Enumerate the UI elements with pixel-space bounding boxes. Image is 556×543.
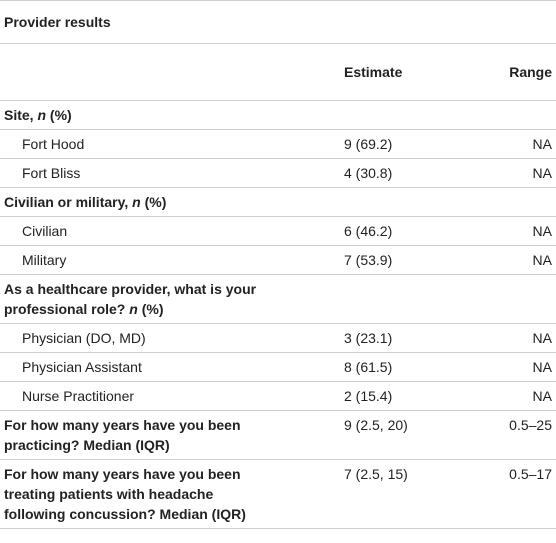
estimate: 8 (61.5) [344, 359, 393, 375]
estimate-cell: 9 (2.5, 20) [310, 410, 460, 460]
row-label: As a healthcare provider, what is your p… [0, 274, 310, 324]
range: NA [532, 330, 552, 346]
range: NA [532, 388, 552, 404]
row-label: Civilian [0, 216, 310, 246]
results-table: Provider results Estimate Range Site, n … [0, 0, 556, 529]
item-row: Military 7 (53.9) NA [0, 245, 556, 275]
label-text: Military [22, 252, 67, 268]
section-row: Civilian or military, n (%) [0, 187, 556, 217]
range-cell [460, 100, 556, 130]
item-row: Physician Assistant 8 (61.5) NA [0, 352, 556, 382]
section-row: For how many years have you been practic… [0, 410, 556, 460]
label-text: Civilian or military, [4, 194, 133, 210]
item-row: Physician (DO, MD) 3 (23.1) NA [0, 323, 556, 353]
header-row: Estimate Range [0, 43, 556, 101]
header-estimate: Estimate [310, 43, 460, 101]
label-text: Physician Assistant [22, 359, 142, 375]
estimate-cell [310, 274, 460, 324]
range-cell [460, 187, 556, 217]
label-text: Physician (DO, MD) [22, 330, 146, 346]
label-text: Civilian [22, 223, 68, 239]
range-cell: NA [460, 216, 556, 246]
estimate: 2 (15.4) [344, 388, 393, 404]
label-text: n [129, 301, 138, 317]
table-title: Provider results [0, 0, 556, 44]
row-label: For how many years have you been practic… [0, 410, 310, 460]
estimate-cell: 7 (53.9) [310, 245, 460, 275]
estimate: 7 (2.5, 15) [344, 466, 408, 482]
label-text: n [37, 107, 47, 123]
label-text: As a healthcare provider, what is your p… [4, 281, 257, 317]
range-cell [460, 274, 556, 324]
estimate-cell: 7 (2.5, 15) [310, 459, 460, 529]
estimate-cell: 2 (15.4) [310, 381, 460, 411]
row-label: Physician Assistant [0, 352, 310, 382]
estimate-cell: 3 (23.1) [310, 323, 460, 353]
row-label: Site, n (%) [0, 100, 310, 130]
estimate-cell [310, 187, 460, 217]
estimate: 3 (23.1) [344, 330, 393, 346]
range-cell: NA [460, 352, 556, 382]
row-label: Physician (DO, MD) [0, 323, 310, 353]
range-cell: NA [460, 158, 556, 188]
row-label: Nurse Practitioner [0, 381, 310, 411]
range: 0.5–17 [509, 466, 552, 482]
item-row: Nurse Practitioner 2 (15.4) NA [0, 381, 556, 411]
estimate-cell: 4 (30.8) [310, 158, 460, 188]
label-text: n [132, 194, 141, 210]
label-text: Site, [4, 107, 38, 123]
label-text: For how many years have you been practic… [4, 417, 241, 453]
label-text: For how many years have you been treatin… [4, 466, 246, 522]
item-row: Fort Bliss 4 (30.8) NA [0, 158, 556, 188]
range-cell: NA [460, 245, 556, 275]
estimate: 9 (69.2) [344, 136, 393, 152]
range-cell: 0.5–17 [460, 459, 556, 529]
section-row: For how many years have you been treatin… [0, 459, 556, 529]
estimate-cell: 6 (46.2) [310, 216, 460, 246]
row-label: Civilian or military, n (%) [0, 187, 310, 217]
estimate: 4 (30.8) [344, 165, 393, 181]
item-row: Civilian 6 (46.2) NA [0, 216, 556, 246]
range: NA [532, 136, 552, 152]
row-label: Fort Hood [0, 129, 310, 159]
range-cell: NA [460, 323, 556, 353]
estimate-cell: 9 (69.2) [310, 129, 460, 159]
label-text: Fort Bliss [22, 165, 81, 181]
estimate: 9 (2.5, 20) [344, 417, 408, 433]
estimate-cell: 8 (61.5) [310, 352, 460, 382]
title-row: Provider results [0, 0, 556, 44]
label-text: (%) [137, 301, 164, 317]
range: 0.5–25 [509, 417, 552, 433]
label-text: (%) [140, 194, 167, 210]
section-row: Site, n (%) [0, 100, 556, 130]
label-text: Nurse Practitioner [22, 388, 135, 404]
row-label: Fort Bliss [0, 158, 310, 188]
header-range: Range [460, 43, 556, 101]
range-cell: NA [460, 381, 556, 411]
row-label: For how many years have you been treatin… [0, 459, 310, 529]
estimate: 7 (53.9) [344, 252, 393, 268]
estimate-cell [310, 100, 460, 130]
range: NA [532, 359, 552, 375]
range-cell: NA [460, 129, 556, 159]
range: NA [532, 165, 552, 181]
header-blank [0, 43, 310, 101]
range: NA [532, 223, 552, 239]
label-text: Fort Hood [22, 136, 85, 152]
estimate: 6 (46.2) [344, 223, 393, 239]
row-label: Military [0, 245, 310, 275]
item-row: Fort Hood 9 (69.2) NA [0, 129, 556, 159]
label-text: (%) [46, 107, 72, 123]
range-cell: 0.5–25 [460, 410, 556, 460]
range: NA [532, 252, 552, 268]
section-row: As a healthcare provider, what is your p… [0, 274, 556, 324]
